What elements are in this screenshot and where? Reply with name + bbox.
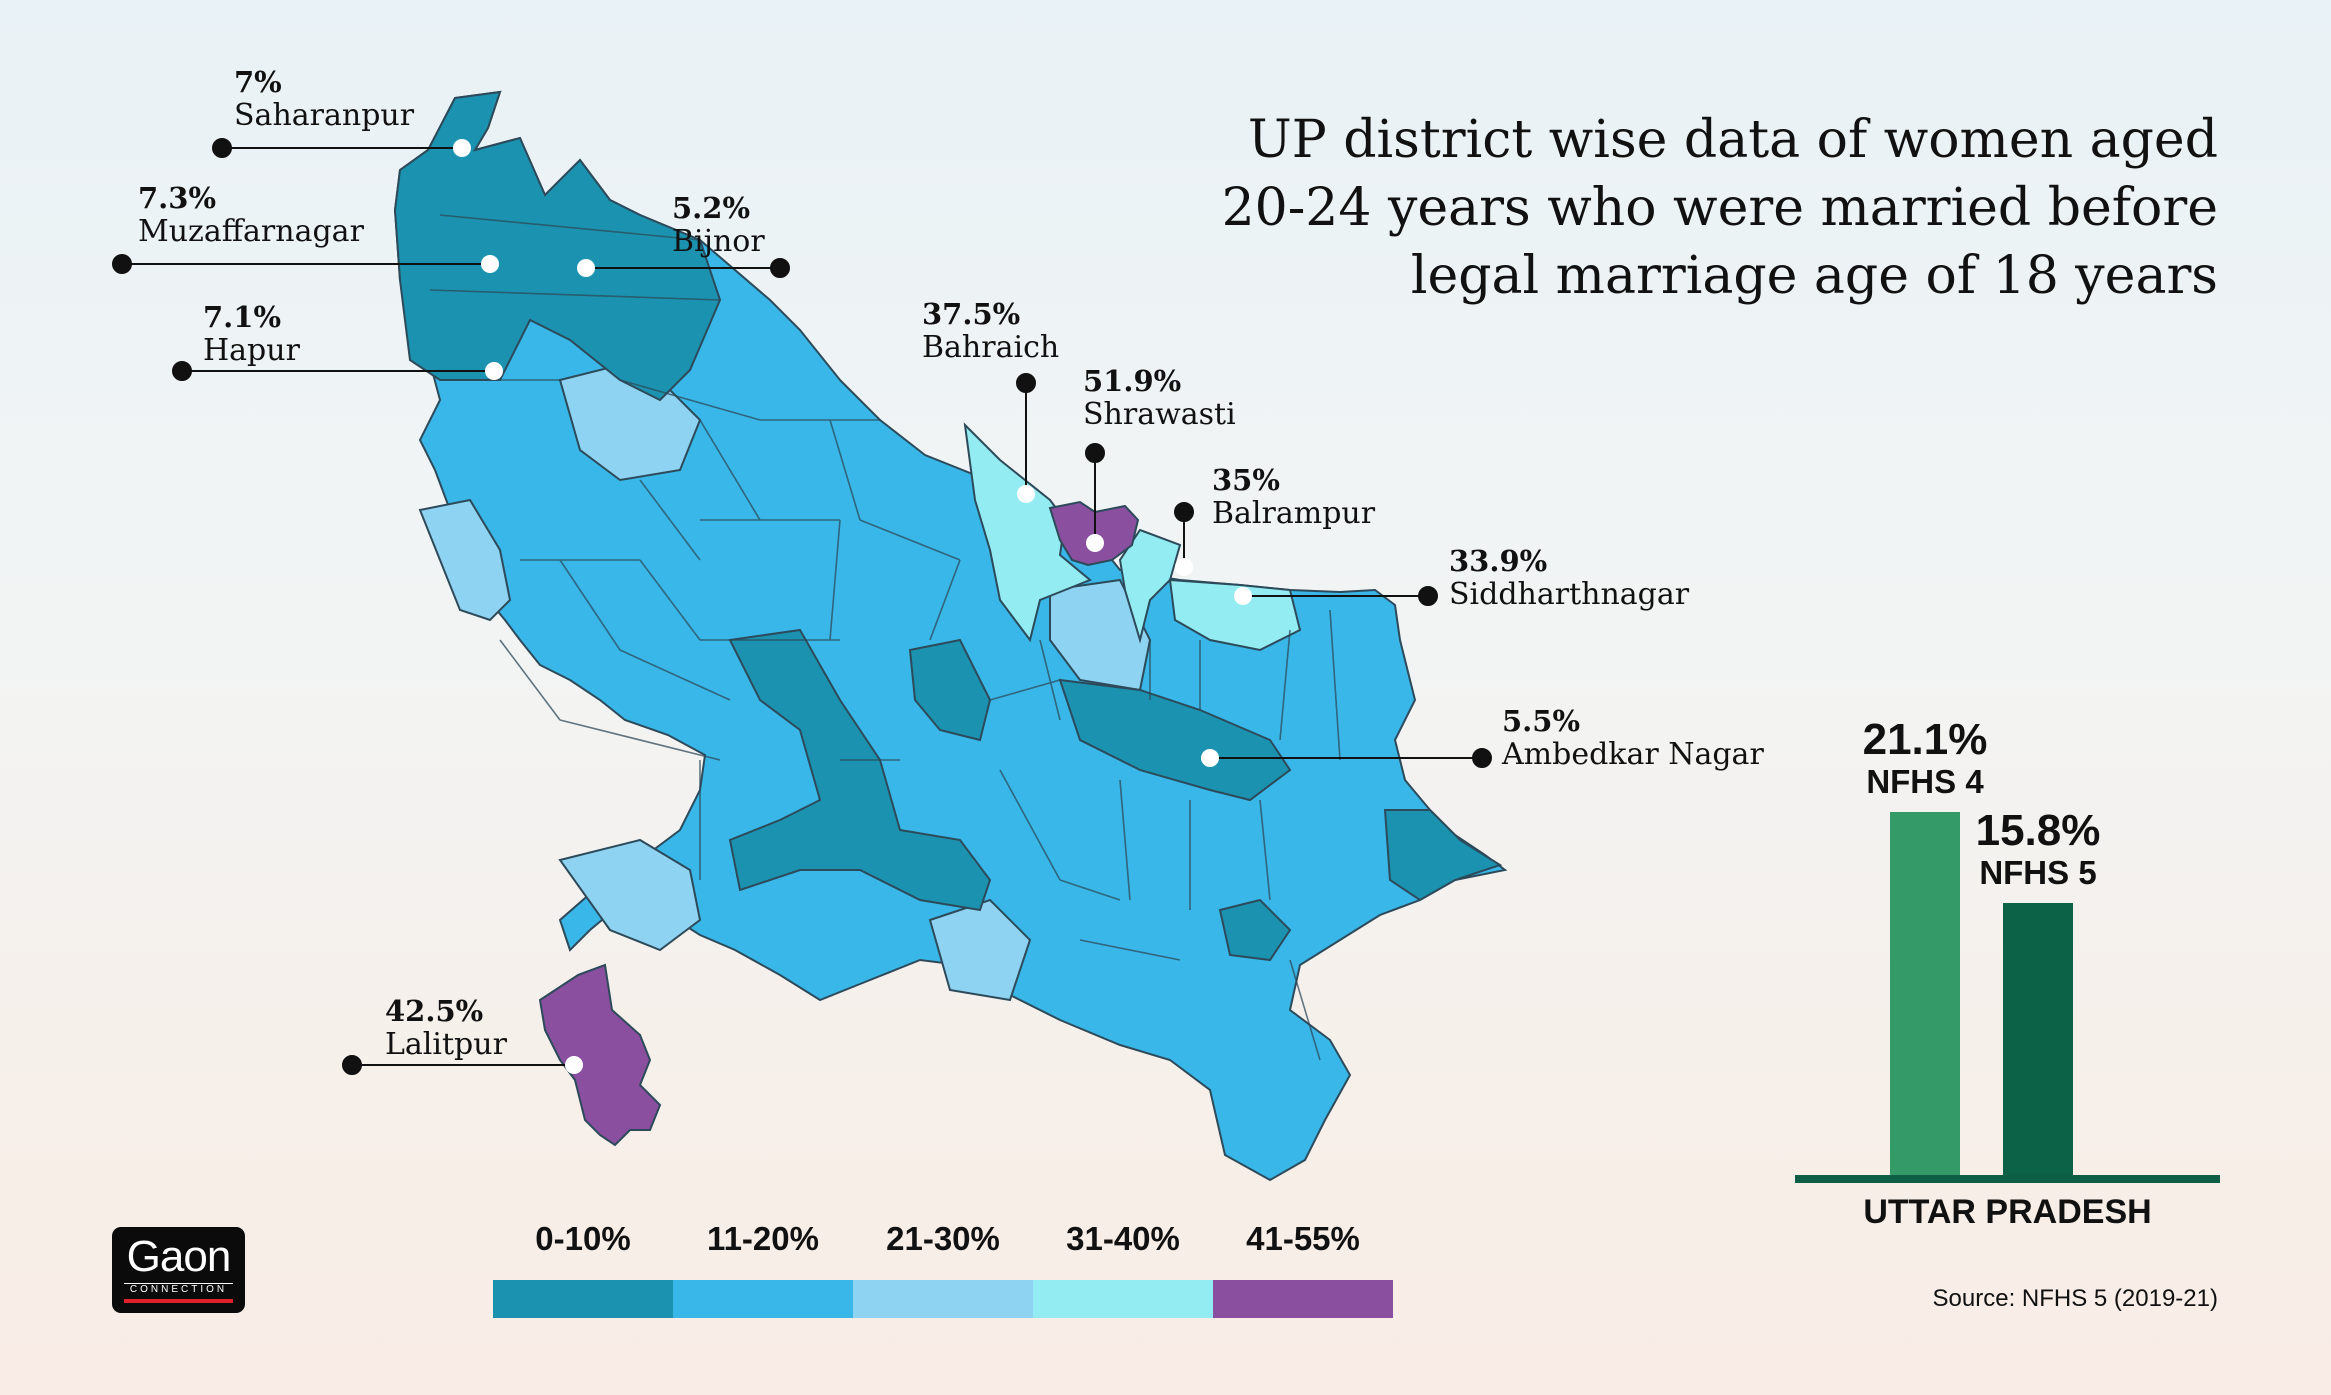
- map-region-northwest-dark: [393, 90, 722, 402]
- legend-swatch-31-40: [1033, 1280, 1213, 1318]
- bar-nfhs5: [2003, 903, 2073, 1175]
- logo-stripe: [124, 1299, 233, 1303]
- district-name: Muzaffarnagar: [138, 214, 364, 250]
- district-name: Ambedkar Nagar: [1502, 737, 1764, 773]
- map-region-east-dark: [1058, 678, 1292, 802]
- map-region-south-dark: [1218, 898, 1292, 962]
- chart-baseline: [1795, 1175, 2220, 1183]
- legend-label: 31-40%: [1066, 1220, 1180, 1257]
- callout-ambedkar-nagar: 5.5% Ambedkar Nagar: [1502, 704, 1764, 773]
- district-name: Hapur: [203, 333, 300, 369]
- legend-swatch-11-20: [673, 1280, 853, 1318]
- bar-value-label: 15.8%: [1975, 806, 2101, 856]
- legend-swatch-41-55: [1213, 1280, 1393, 1318]
- district-name: Balrampur: [1212, 496, 1376, 532]
- district-value: 35%: [1212, 463, 1280, 497]
- map-region-terai-siddharthnagar: [1168, 578, 1302, 652]
- chart-title: UP district wise data of women aged 20-2…: [1118, 106, 2218, 310]
- callout-saharanpur: 7% Saharanpur: [234, 65, 415, 134]
- map-region-southeast-dark: [1383, 809, 1503, 902]
- callout-balrampur: 35% Balrampur: [1212, 463, 1376, 532]
- legend-swatch-0-10: [493, 1280, 673, 1318]
- district-name: Saharanpur: [234, 98, 415, 134]
- district-borders: [429, 214, 1341, 1061]
- bar-label-nfhs5: 15.8% NFHS 5: [1948, 807, 2128, 891]
- bar-value-label: 21.1%: [1862, 715, 1988, 765]
- map-region-central-dark-2: [908, 638, 992, 742]
- x-axis-label: UTTAR PRADESH: [1863, 1193, 2152, 1231]
- district-name: Siddharthnagar: [1449, 577, 1690, 613]
- district-value: 5.5%: [1502, 704, 1581, 738]
- bar-label-nfhs4: 21.1% NFHS 4: [1835, 716, 2015, 800]
- up-district-map: [112, 90, 1508, 1182]
- district-value: 33.9%: [1449, 544, 1548, 578]
- map-region-terai-bahraich: [963, 422, 1092, 643]
- legend-label: 41-55%: [1246, 1220, 1360, 1257]
- callout-bahraich: 37.5% Bahraich: [922, 297, 1060, 366]
- legend-label: 11-20%: [707, 1220, 819, 1257]
- title-line-1: UP district wise data of women aged: [1247, 110, 2218, 170]
- legend-label: 0-10%: [535, 1220, 631, 1257]
- callout-leaders: [112, 138, 1492, 1075]
- callout-siddharthnagar: 33.9% Siddharthnagar: [1449, 544, 1690, 613]
- title-line-3: legal marriage age of 18 years: [1410, 246, 2218, 306]
- legend-swatch-21-30: [853, 1280, 1033, 1318]
- gaon-connection-logo: Gaon CONNECTION: [112, 1227, 245, 1313]
- district-value: 7.3%: [138, 181, 217, 215]
- logo-text: Gaon: [126, 1232, 232, 1281]
- logo-subtext: CONNECTION: [124, 1283, 233, 1296]
- map-region-lalitpur: [538, 963, 662, 1147]
- callout-muzaffarnagar: 7.3% Muzaffarnagar: [138, 181, 364, 250]
- bar-category-label: NFHS 4: [1866, 763, 1984, 801]
- map-region-south-light: [558, 838, 702, 952]
- bar-nfhs4: [1890, 812, 1960, 1175]
- map-region-terai-balrampur: [1118, 528, 1182, 644]
- district-markers: [453, 139, 1252, 1074]
- callout-lalitpur: 42.5% Lalitpur: [385, 994, 507, 1063]
- district-value: 5.2%: [672, 191, 751, 225]
- source-note: Source: NFHS 5 (2019-21): [1932, 1285, 2218, 1312]
- callout-bijnor: 5.2% Bijnor: [672, 191, 765, 260]
- district-name: Lalitpur: [385, 1027, 507, 1063]
- state-bar-chart: 21.1% NFHS 4 15.8% NFHS 5 UTTAR PRADESH: [1795, 620, 2220, 1231]
- map-region-central-dark-1: [728, 628, 992, 912]
- district-value: 7.1%: [203, 300, 282, 334]
- callout-hapur: 7.1% Hapur: [203, 300, 300, 369]
- callout-shrawasti: 51.9% Shrawasti: [1083, 364, 1236, 433]
- title-line-2: 20-24 years who were married before: [1221, 178, 2218, 238]
- district-value: 42.5%: [385, 994, 484, 1028]
- color-legend: 0-10% 11-20% 21-30% 31-40% 41-55%: [493, 1220, 1393, 1318]
- district-value: 51.9%: [1083, 364, 1182, 398]
- legend-label: 21-30%: [886, 1220, 1000, 1257]
- district-value: 7%: [234, 65, 282, 99]
- district-name: Shrawasti: [1083, 397, 1236, 433]
- district-name: Bahraich: [922, 330, 1060, 366]
- district-name: Bijnor: [672, 224, 765, 260]
- district-value: 37.5%: [922, 297, 1021, 331]
- bar-category-label: NFHS 5: [1979, 854, 2097, 892]
- map-region-west-light: [418, 498, 512, 622]
